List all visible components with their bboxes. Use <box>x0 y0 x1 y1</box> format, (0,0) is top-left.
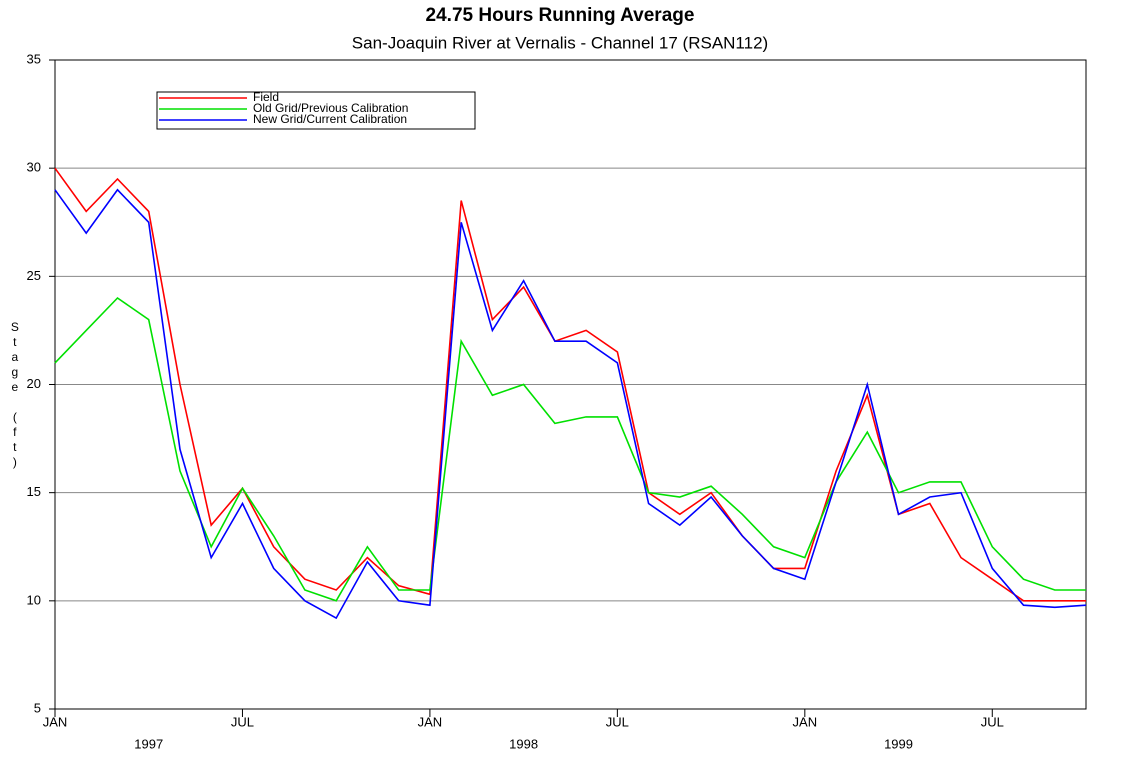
x-tick-label: JUL <box>981 714 1004 729</box>
series-line <box>54 188 1087 620</box>
y-axis-label: Stage (ft) <box>8 320 22 470</box>
x-tick-label: JAN <box>418 714 443 729</box>
y-tick-label: 10 <box>27 592 41 607</box>
plot-frame <box>54 59 1087 710</box>
chart-subtitle: San-Joaquin River at Vernalis - Channel … <box>352 33 768 52</box>
y-tick-label: 15 <box>27 484 41 499</box>
x-tick-label: JUL <box>231 714 254 729</box>
legend-box <box>156 91 476 130</box>
legend-label: Field <box>253 90 279 104</box>
x-year-label: 1999 <box>884 736 913 751</box>
x-tick-label: JAN <box>793 714 818 729</box>
x-year-label: 1998 <box>509 736 538 751</box>
chart-title: 24.75 Hours Running Average <box>426 5 695 26</box>
y-tick-label: 25 <box>27 268 41 283</box>
series-line <box>54 296 1086 602</box>
legend-label: Old Grid/Previous Calibration <box>253 101 408 115</box>
y-tick-label: 5 <box>34 700 41 715</box>
y-tick-label: 30 <box>27 160 41 175</box>
x-tick-label: JUL <box>606 714 629 729</box>
series-line <box>54 167 1086 602</box>
x-year-label: 1997 <box>134 736 163 751</box>
y-tick-label: 20 <box>27 376 41 391</box>
legend-label: New Grid/Current Calibration <box>253 112 407 126</box>
y-tick-label: 35 <box>27 51 41 66</box>
x-tick-label: JAN <box>43 714 68 729</box>
